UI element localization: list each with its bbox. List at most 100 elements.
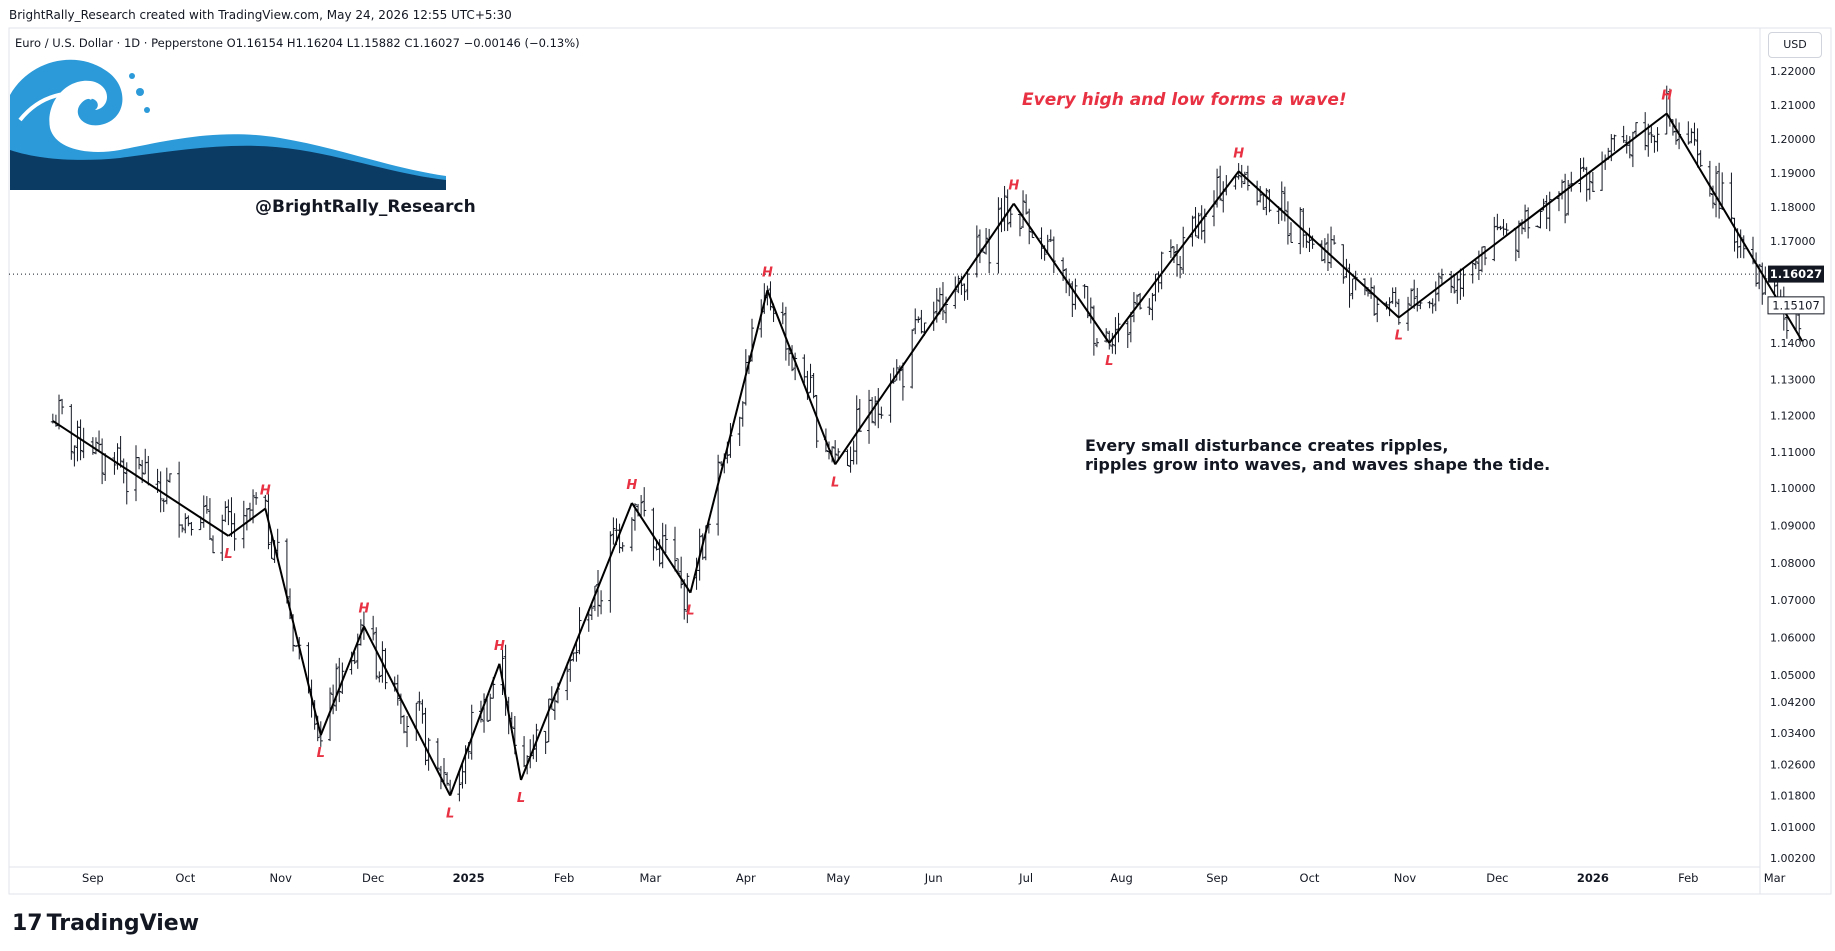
ohlc-bar [589, 604, 594, 620]
ohlc-bar [679, 556, 684, 589]
ohlc-bar [1332, 235, 1337, 245]
ohlc-bar [1159, 251, 1164, 290]
ohlc-bar [1707, 160, 1712, 197]
x-tick-label: Jun [924, 871, 943, 885]
ohlc-bar [1390, 287, 1395, 304]
ohlc-bar [146, 455, 151, 486]
ohlc-bar [1178, 256, 1183, 279]
ohlc-bar [1563, 173, 1568, 224]
wave-segment [631, 502, 692, 594]
swing-high-label: H [1233, 146, 1244, 161]
x-tick-label: May [826, 871, 850, 885]
ohlc-bar [910, 329, 915, 389]
wave-segment [1398, 112, 1668, 319]
ohlc-bar [1304, 232, 1309, 249]
ohlc-bar [987, 228, 992, 274]
ohlc-bar [663, 524, 668, 554]
wave-segment [1012, 203, 1111, 344]
ohlc-bar [1418, 301, 1423, 310]
wave-segment [1237, 170, 1400, 319]
symbol-legend[interactable]: Euro / U.S. Dollar · 1D · Pepperstone O1… [15, 36, 580, 50]
ohlc-bar [183, 513, 188, 534]
y-tick-label: 1.03400 [1770, 727, 1816, 740]
ohlc-bar [999, 198, 1004, 233]
ohlc-bar [522, 736, 527, 768]
ohlc-bar [1569, 171, 1574, 192]
time-axis: Sep Oct Nov Dec 2025 Feb Mar Apr May Jun Jul Aug Sep… [82, 871, 1786, 885]
ohlc-bar [1175, 244, 1180, 277]
ohlc-bar [1110, 332, 1115, 354]
ohlc-bar [1341, 244, 1346, 284]
x-tick-label: Apr [736, 871, 756, 885]
x-tick-label: Sep [82, 871, 104, 885]
ohlc-bar [1094, 338, 1099, 348]
ohlc-bar [1717, 162, 1722, 219]
currency-button[interactable]: USD [1768, 32, 1822, 58]
ohlc-bar [371, 615, 376, 641]
ohlc-bar [423, 707, 428, 766]
wave-segment [689, 290, 769, 593]
ohlc-bar [611, 517, 616, 545]
last-price-tag: 1.16027 [1768, 265, 1824, 283]
y-tick-label: 1.13000 [1770, 373, 1816, 386]
ohlc-bar [1264, 188, 1269, 216]
ohlc-bar [1298, 207, 1303, 255]
y-tick-label: 1.05000 [1770, 669, 1816, 682]
ohlc-bar [1212, 190, 1216, 227]
ohlc-bar [1171, 246, 1176, 264]
ohlc-bar [1150, 292, 1155, 321]
ohlc-bar [374, 627, 379, 680]
ohlc-bar [857, 398, 862, 433]
ohlc-bar [608, 531, 613, 613]
x-tick-label: Oct [1300, 871, 1320, 885]
ohlc-bar [596, 570, 600, 617]
ohlc-bar [1199, 205, 1204, 240]
ohlc-bar [984, 227, 989, 255]
ohlc-bar [1566, 180, 1571, 216]
ohlc-bar [1406, 296, 1411, 331]
y-tick-label: 1.11000 [1770, 446, 1816, 459]
ohlc-bar [1535, 225, 1540, 228]
ohlc-bar [1584, 166, 1589, 202]
ohlc-bar [1649, 126, 1654, 144]
tagline-annotation: Every high and low forms a wave! [1022, 90, 1347, 110]
ohlc-bar [1627, 136, 1632, 159]
svg-text:1.15107: 1.15107 [1772, 298, 1820, 312]
ohlc-bar [1412, 279, 1417, 309]
swing-low-label: L [317, 746, 325, 761]
ohlc-bar [737, 416, 742, 446]
ohlc-bar [420, 699, 425, 724]
ohlc-bar [143, 448, 148, 475]
ohlc-bar [1433, 281, 1438, 312]
note-line-1: Every small disturbance creates ripples, [1085, 436, 1449, 455]
wave-segment [319, 626, 365, 736]
swing-low-label: L [224, 547, 232, 562]
ohlc-bar [876, 388, 881, 429]
swing-high-label: H [626, 478, 637, 493]
ohlc-bar [112, 452, 117, 475]
ohlc-bar [1307, 227, 1312, 253]
y-tick-label: 1.17000 [1770, 235, 1816, 248]
x-tick-label: Sep [1206, 871, 1228, 885]
ohlc-bar [879, 406, 884, 419]
swing-high-label: H [762, 265, 773, 280]
ohlc-bar [1128, 311, 1133, 343]
ohlc-bar [134, 445, 138, 502]
ohlc-bar [833, 440, 838, 464]
ohlc-bar [1125, 320, 1130, 348]
ohlc-bar [617, 523, 622, 554]
y-tick-label: 1.14000 [1770, 337, 1816, 350]
ohlc-bar [780, 302, 785, 325]
ohlc-bar [642, 487, 647, 517]
tradingview-logo[interactable]: 17 TradingView [12, 911, 199, 936]
ohlc-bar [1239, 164, 1244, 188]
secondary-price-tag: 1.15107 [1767, 296, 1825, 315]
wave-segment [52, 420, 229, 537]
ohlc-bar [395, 674, 400, 706]
ohlc-bar [919, 309, 924, 334]
ohlc-bar [244, 508, 249, 531]
ohlc-bar [1430, 298, 1435, 314]
y-tick-label: 1.07000 [1770, 594, 1816, 607]
ohlc-bar [974, 225, 979, 278]
